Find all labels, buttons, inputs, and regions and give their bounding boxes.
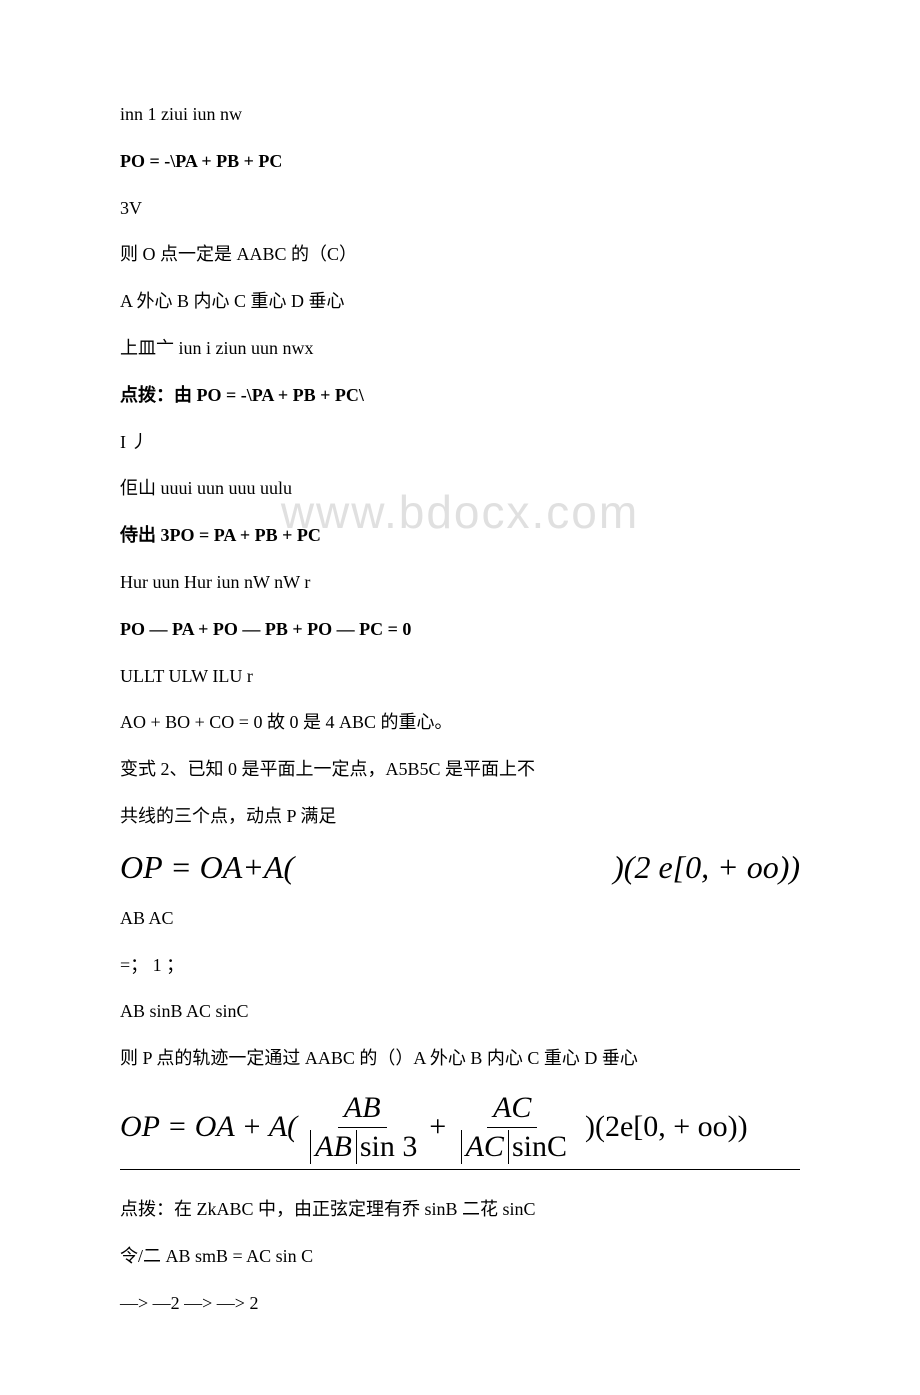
text-line: I 丿 — [120, 428, 800, 457]
equation-line: PO — PA + PO — PB + PO — PC = 0 — [120, 615, 800, 644]
question-line: 则 P 点的轨迹一定通过 AABC 的（）A 外心 B 内心 C 重心 D 垂心 — [120, 1044, 800, 1073]
equation-line: 侍出 3PO = PA + PB + PC — [120, 521, 800, 550]
fraction-2: AC AC sinC — [452, 1091, 573, 1164]
abs-bars: AB — [310, 1130, 357, 1164]
formula-suffix-text: )(2e[0, + oo)) — [585, 1110, 748, 1143]
plus-sign: + — [427, 1110, 447, 1144]
text-line: 3V — [120, 194, 800, 223]
formula-right: )(2 e[0, + oo)) — [613, 849, 800, 886]
sin-text: sinC — [512, 1130, 567, 1164]
text-line: AO + BO + CO = 0 故 0 是 4 ABC 的重心。 — [120, 708, 800, 737]
complex-formula: OP = OA + A( AB AB sin 3 + AC AC sinC )(… — [120, 1091, 800, 1170]
text-line: ULLT ULW ILU r — [120, 662, 800, 691]
document-content: inn 1 ziui iun nw PO = -\PA + PB + PC 3V… — [120, 100, 800, 1317]
formula-prefix: OP = OA + A( — [120, 1110, 297, 1144]
numerator: AB — [338, 1091, 387, 1128]
text-line: 佢山 uuui uun uuu uulu — [120, 474, 800, 503]
text-line: =； 1 ； — [120, 951, 800, 980]
sin-text: sin 3 — [360, 1130, 418, 1164]
text-line: 令/二 AB smB = AC sin C — [120, 1242, 800, 1271]
text-line: inn 1 ziui iun nw — [120, 100, 800, 129]
text-line: 变式 2、已知 0 是平面上一定点，A5B5C 是平面上不 — [120, 755, 800, 784]
text-line: AB sinB AC sinC — [120, 997, 800, 1026]
equation-line: PO = -\PA + PB + PC — [120, 147, 800, 176]
options-line: A 外心 B 内心 C 重心 D 垂心 — [120, 287, 800, 316]
abs-bars: AC — [461, 1130, 509, 1164]
formula-left: OP = OA+A( — [120, 849, 294, 886]
numerator: AC — [487, 1091, 537, 1128]
text-line: —> —2 —> —> 2 — [120, 1289, 800, 1318]
denominator: AB sin 3 — [301, 1128, 423, 1164]
text-line: 则 O 点一定是 AABC 的（C） — [120, 240, 800, 269]
text-line: AB AC — [120, 904, 800, 933]
formula-suffix: )(2e[0, + oo)) — [585, 1110, 748, 1144]
formula-row: OP = OA+A( )(2 e[0, + oo)) — [120, 849, 800, 886]
denominator: AC sinC — [452, 1128, 573, 1164]
text-line: 上皿亠 iun i ziun uun nwx — [120, 334, 800, 363]
hint-line: 点拨：在 ZkABC 中，由正弦定理有乔 sinB 二花 sinC — [120, 1195, 800, 1224]
text-line: Hur uun Hur iun nW nW r — [120, 568, 800, 597]
hint-line: 点拨：由 PO = -\PA + PB + PC\ — [120, 381, 800, 410]
fraction-1: AB AB sin 3 — [301, 1091, 423, 1164]
text-line: 共线的三个点，动点 P 满足 — [120, 802, 800, 831]
